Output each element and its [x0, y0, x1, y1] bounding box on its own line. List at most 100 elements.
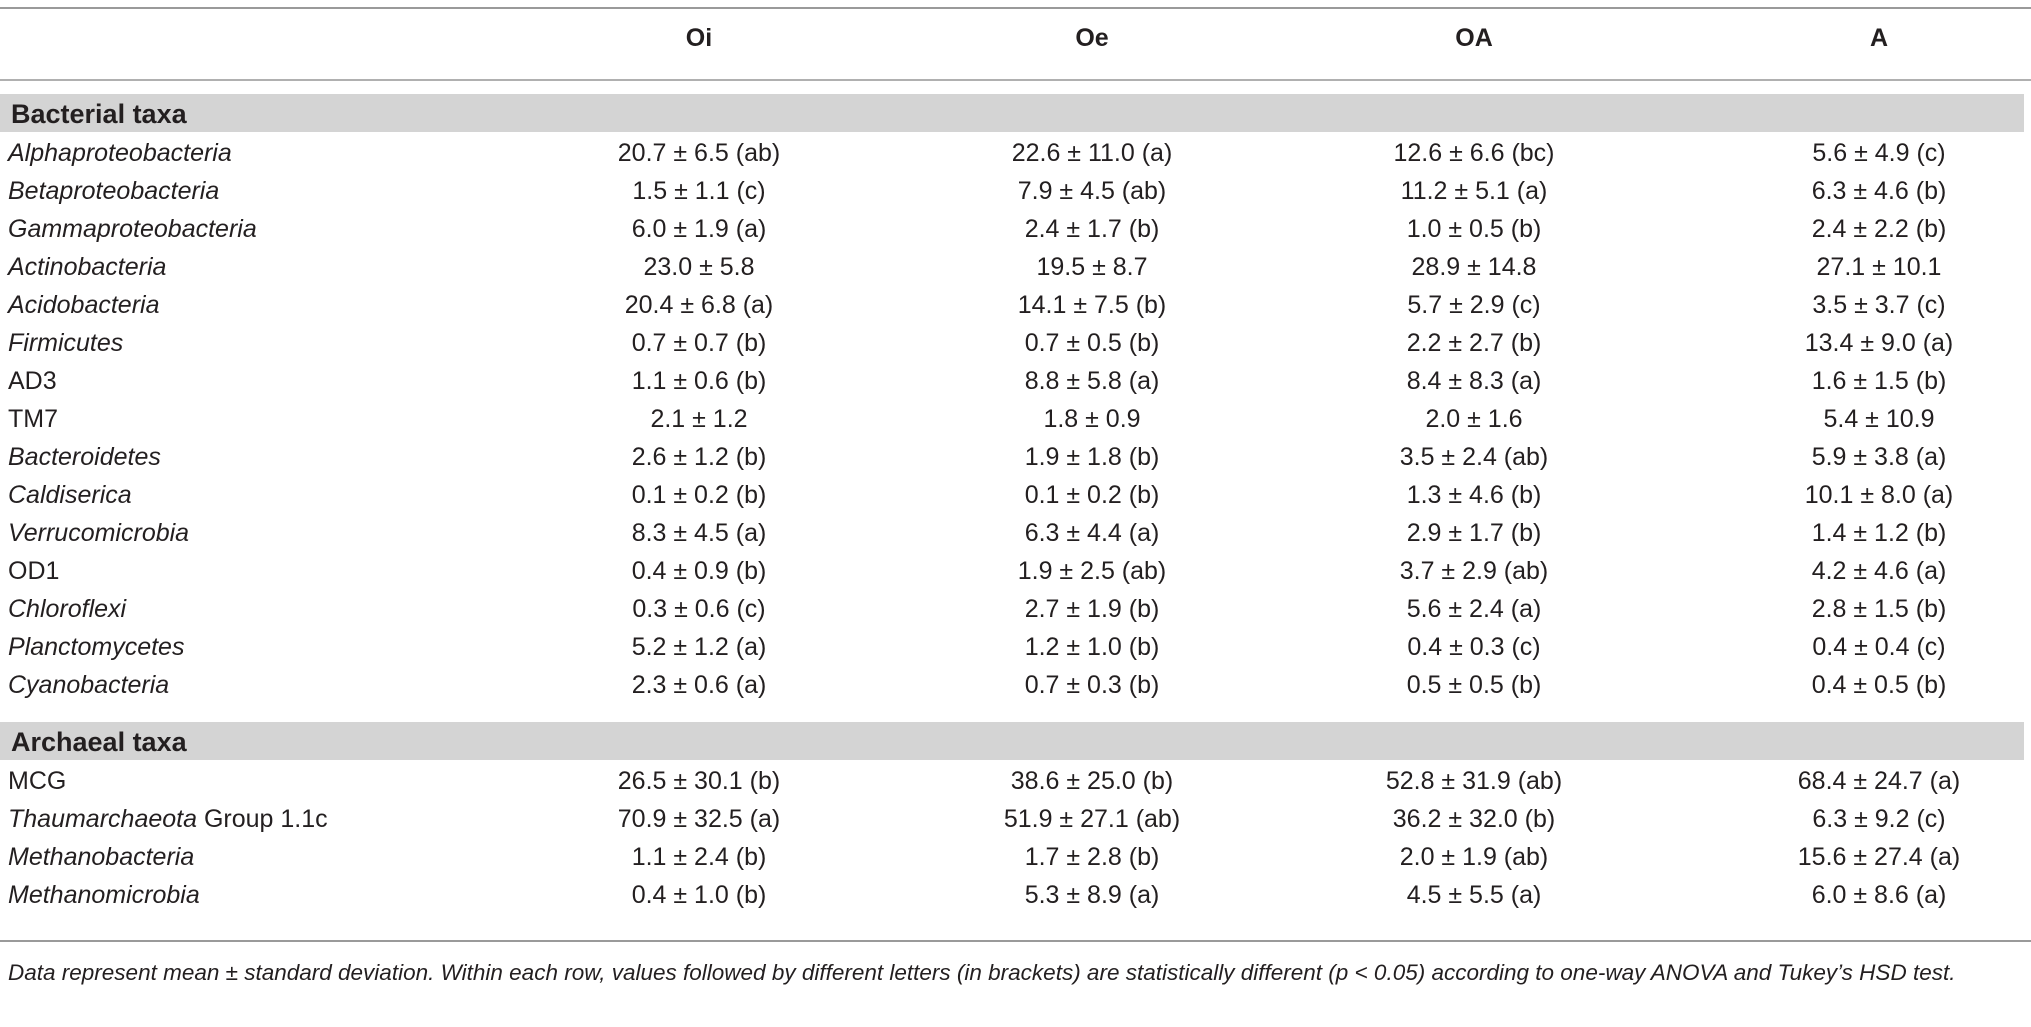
value-cell-a: 1.4 ± 1.2 (b)	[1811, 519, 1947, 547]
value-cell-oe: 0.7 ± 0.5 (b)	[1024, 329, 1160, 357]
value-cell-oa: 2.0 ± 1.9 (ab)	[1399, 843, 1549, 871]
taxon-name-italic: Caldiserica	[8, 481, 132, 509]
table-row: Bacteroidetes 2.6 ± 1.2 (b) 1.9 ± 1.8 (b) 3…	[0, 438, 2031, 476]
value-cell-oe: 2.7 ± 1.9 (b)	[1024, 595, 1160, 623]
value-cell-oa: 3.5 ± 2.4 (ab)	[1399, 443, 1549, 471]
taxon-name-italic: Acidobacteria	[8, 291, 160, 319]
value-cell-a: 6.0 ± 8.6 (a)	[1811, 881, 1947, 909]
column-header-oe: Oe	[1075, 24, 1109, 52]
value-cell-oe: 14.1 ± 7.5 (b)	[1017, 291, 1167, 319]
column-header-a: A	[1869, 24, 1889, 52]
value-cell-oe: 0.1 ± 0.2 (b)	[1024, 481, 1160, 509]
value-cell-a: 0.4 ± 0.5 (b)	[1811, 671, 1947, 699]
table-row: Thaumarchaeota Group 1.1c 70.9 ± 32.5 (a)…	[0, 800, 2031, 838]
table-row: Acidobacteria 20.4 ± 6.8 (a) 14.1 ± 7.5 (b…	[0, 286, 2031, 324]
section-header-archaeal-taxa: Archaeal taxa	[0, 722, 2024, 760]
value-cell-oe: 19.5 ± 8.7	[1036, 253, 1148, 281]
taxon-name: Acidobacteria	[8, 291, 159, 320]
taxon-name-italic: Methanomicrobia	[8, 881, 200, 909]
value-cell-oi: 8.3 ± 4.5 (a)	[631, 519, 767, 547]
value-cell-oe: 2.4 ± 1.7 (b)	[1024, 215, 1160, 243]
taxon-name-italic: Chloroflexi	[8, 595, 127, 623]
value-cell-a: 4.2 ± 4.6 (a)	[1811, 557, 1947, 585]
value-cell-oi: 6.0 ± 1.9 (a)	[631, 215, 767, 243]
table-row: Firmicutes 0.7 ± 0.7 (b) 0.7 ± 0.5 (b) 2.2 …	[0, 324, 2031, 362]
value-cell-oa: 2.0 ± 1.6	[1425, 405, 1523, 433]
table-row: MCG 26.5 ± 30.1 (b) 38.6 ± 25.0 (b) 52.8 ± …	[0, 762, 2031, 800]
value-cell-oi: 1.5 ± 1.1 (c)	[632, 177, 766, 205]
table-row: AD3 1.1 ± 0.6 (b) 8.8 ± 5.8 (a) 8.4 ± 8.3 (…	[0, 362, 2031, 400]
taxon-name: AD3	[8, 367, 57, 396]
value-cell-oi: 2.6 ± 1.2 (b)	[631, 443, 767, 471]
taxon-name: Cyanobacteria	[8, 671, 169, 700]
value-cell-a: 27.1 ± 10.1	[1816, 253, 1942, 281]
taxon-name-italic: Methanobacteria	[8, 843, 195, 871]
table-row: Planctomycetes 5.2 ± 1.2 (a) 1.2 ± 1.0 (b)…	[0, 628, 2031, 666]
table-row: Alphaproteobacteria 20.7 ± 6.5 (ab) 22.6 ±…	[0, 134, 2031, 172]
value-cell-oi: 70.9 ± 32.5 (a)	[617, 805, 781, 833]
value-cell-oi: 23.0 ± 5.8	[643, 253, 755, 281]
value-cell-oe: 7.9 ± 4.5 (ab)	[1017, 177, 1167, 205]
value-cell-oi: 0.3 ± 0.6 (c)	[632, 595, 766, 623]
table-row: Methanobacteria 1.1 ± 2.4 (b) 1.7 ± 2.8 (b…	[0, 838, 2031, 876]
table-row: TM7 2.1 ± 1.2 1.8 ± 0.9 2.0 ± 1.6 5.4 ± 10.9	[0, 400, 2031, 438]
taxon-name: Thaumarchaeota Group 1.1c	[8, 805, 328, 834]
table-bottom-rule	[0, 940, 2031, 942]
table-row: Verrucomicrobia 8.3 ± 4.5 (a) 6.3 ± 4.4 (a…	[0, 514, 2031, 552]
taxon-name-italic: Betaproteobacteria	[8, 177, 220, 205]
taxon-name: Firmicutes	[8, 329, 123, 358]
section-header-bacterial-taxa: Bacterial taxa	[0, 94, 2024, 132]
value-cell-oa: 28.9 ± 14.8	[1411, 253, 1537, 281]
value-cell-oa: 0.4 ± 0.3 (c)	[1407, 633, 1541, 661]
taxon-name: MCG	[8, 767, 66, 796]
value-cell-oi: 2.3 ± 0.6 (a)	[631, 671, 767, 699]
value-cell-a: 6.3 ± 9.2 (c)	[1812, 805, 1946, 833]
value-cell-oe: 0.7 ± 0.3 (b)	[1024, 671, 1160, 699]
value-cell-oe: 1.9 ± 1.8 (b)	[1024, 443, 1160, 471]
taxon-name-italic: Thaumarchaeota	[8, 805, 198, 833]
taxon-name: Actinobacteria	[8, 253, 166, 282]
value-cell-a: 2.4 ± 2.2 (b)	[1811, 215, 1947, 243]
value-cell-a: 5.4 ± 10.9	[1823, 405, 1935, 433]
taxon-name-plain: Group 1.1c	[197, 805, 328, 833]
table-row: Gammaproteobacteria 6.0 ± 1.9 (a) 2.4 ± 1.…	[0, 210, 2031, 248]
value-cell-oa: 0.5 ± 0.5 (b)	[1406, 671, 1542, 699]
taxon-name-italic: Planctomycetes	[8, 633, 185, 661]
taxon-name: Planctomycetes	[8, 633, 184, 662]
table-row: Betaproteobacteria 1.5 ± 1.1 (c) 7.9 ± 4.5…	[0, 172, 2031, 210]
table-footnote: Data represent mean ± standard deviation…	[8, 960, 1956, 985]
value-cell-oa: 4.5 ± 5.5 (a)	[1406, 881, 1542, 909]
value-cell-a: 2.8 ± 1.5 (b)	[1811, 595, 1947, 623]
value-cell-oe: 51.9 ± 27.1 (ab)	[1003, 805, 1181, 833]
value-cell-oa: 8.4 ± 8.3 (a)	[1406, 367, 1542, 395]
value-cell-oa: 12.6 ± 6.6 (bc)	[1393, 139, 1555, 167]
table-row: Methanomicrobia 0.4 ± 1.0 (b) 5.3 ± 8.9 (a…	[0, 876, 2031, 914]
value-cell-oi: 0.4 ± 0.9 (b)	[631, 557, 767, 585]
value-cell-oe: 1.2 ± 1.0 (b)	[1024, 633, 1160, 661]
column-header-oa: OA	[1455, 24, 1493, 52]
value-cell-oa: 2.9 ± 1.7 (b)	[1406, 519, 1542, 547]
taxon-name: Alphaproteobacteria	[8, 139, 232, 168]
taxon-name-italic: Alphaproteobacteria	[8, 139, 232, 167]
value-cell-oi: 26.5 ± 30.1 (b)	[617, 767, 781, 795]
value-cell-oa: 1.0 ± 0.5 (b)	[1406, 215, 1542, 243]
value-cell-a: 15.6 ± 27.4 (a)	[1797, 843, 1961, 871]
value-cell-oe: 1.7 ± 2.8 (b)	[1024, 843, 1160, 871]
taxon-name: Gammaproteobacteria	[8, 215, 257, 244]
value-cell-oe: 1.8 ± 0.9	[1043, 405, 1141, 433]
taxon-name: Methanomicrobia	[8, 881, 200, 910]
taxon-name: Caldiserica	[8, 481, 132, 510]
value-cell-oi: 0.7 ± 0.7 (b)	[631, 329, 767, 357]
value-cell-oe: 38.6 ± 25.0 (b)	[1010, 767, 1174, 795]
section-title: Bacterial taxa	[11, 99, 187, 129]
value-cell-a: 6.3 ± 4.6 (b)	[1811, 177, 1947, 205]
value-cell-oi: 0.1 ± 0.2 (b)	[631, 481, 767, 509]
taxon-name-italic: Cyanobacteria	[8, 671, 170, 699]
table-row: OD1 0.4 ± 0.9 (b) 1.9 ± 2.5 (ab) 3.7 ± 2.9 …	[0, 552, 2031, 590]
taxon-name: OD1	[8, 557, 59, 586]
value-cell-oe: 8.8 ± 5.8 (a)	[1024, 367, 1160, 395]
taxon-name-italic: Bacteroidetes	[8, 443, 161, 471]
value-cell-a: 5.6 ± 4.9 (c)	[1812, 139, 1946, 167]
value-cell-oe: 6.3 ± 4.4 (a)	[1024, 519, 1160, 547]
